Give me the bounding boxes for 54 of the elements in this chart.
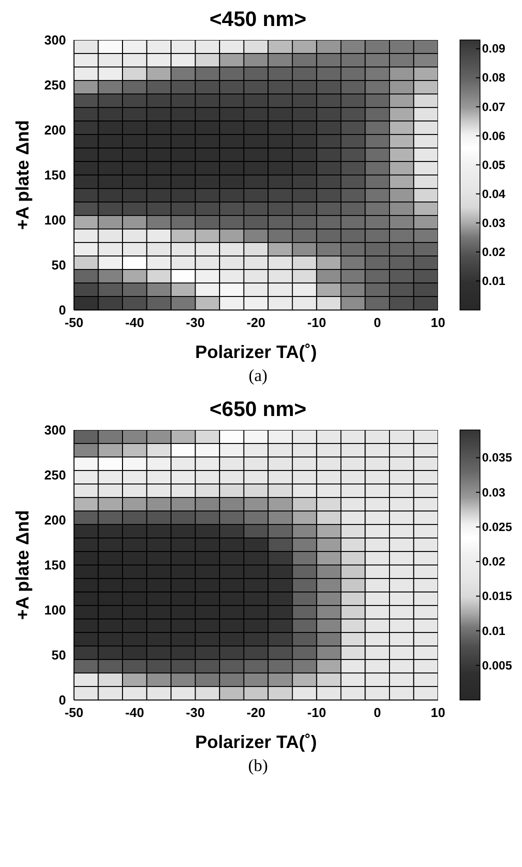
y-tick-label: 200 [44,512,66,528]
y-tick-label: 300 [44,32,66,48]
y-tick-label: 100 [44,212,66,228]
x-tick-label: 10 [430,315,446,330]
y-tick-label: 0 [58,692,66,708]
x-tick-label: -30 [186,315,205,330]
y-tick-label: 150 [44,168,66,183]
y-tick-label: 300 [44,422,66,438]
x-tick-label: 0 [374,705,381,720]
chart-title: <650 nm> [208,398,308,422]
color-bar-label: 0.035 [482,450,512,465]
x-axis-title: Polarizer TA(˚) [195,342,317,362]
color-bar-label: 0.02 [482,244,506,259]
x-tick-label: 10 [430,705,446,720]
x-tick-label: -40 [125,315,144,330]
x-tick-label: 0 [374,315,381,330]
x-axis-title: Polarizer TA(˚) [195,732,317,752]
x-tick-label: -50 [64,315,84,330]
x-tick-label: -10 [307,315,326,330]
color-bar-label: 0.02 [482,554,506,569]
color-bar-label: 0.005 [482,658,512,672]
color-bar-label: 0.025 [482,520,512,534]
text: (b) [247,756,269,776]
x-tick-label: -40 [125,705,144,720]
y-tick-label: 250 [44,468,66,483]
color-bar-label: 0.015 [482,589,512,604]
x-tick-label: -20 [246,315,266,330]
color-bar-label: 0.05 [482,158,506,172]
x-tick-label: -50 [64,705,84,720]
chart-title: <450 nm> [208,8,308,32]
text: (a) [248,366,268,386]
x-tick-label: -20 [246,705,266,720]
y-tick-label: 200 [44,122,66,138]
color-bar-label: 0.03 [482,485,506,500]
color-bar-label: 0.04 [482,186,506,201]
x-tick-label: -10 [307,705,326,720]
colorbar: 0.01 0.02 0.03 0.04 0.05 0.06 0.07 0.08 0.09 [452,32,514,362]
y-axis-title: +A plate Δnd [12,120,32,230]
y-tick-label: 0 [58,302,66,318]
color-bar-label: 0.01 [482,274,506,288]
y-tick-label: 250 [44,78,66,93]
color-bar-label: 0.08 [482,70,506,85]
color-bar-label: 0.06 [482,128,506,143]
x-tick-label: -30 [186,705,205,720]
color-bar-label: 0.01 [482,624,506,638]
color-bar-label: 0.03 [482,216,506,230]
y-tick-label: 150 [44,558,66,573]
y-tick-label: 50 [52,648,66,663]
y-axis-title: +A plate Δnd [12,510,32,620]
colorbar: 0.005 0.01 0.015 0.02 0.025 0.03 0.035 [452,422,514,752]
color-bar-label: 0.07 [482,100,506,114]
y-tick-label: 100 [44,602,66,618]
y-tick-label: 50 [52,258,66,273]
color-bar-label: 0.09 [482,42,506,56]
